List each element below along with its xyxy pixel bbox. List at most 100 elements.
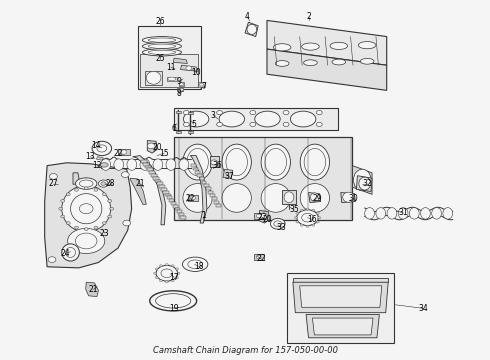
Ellipse shape (398, 208, 408, 219)
Ellipse shape (140, 159, 150, 170)
Polygon shape (73, 173, 80, 184)
Circle shape (297, 210, 318, 226)
Bar (180, 216, 186, 219)
Circle shape (79, 204, 93, 214)
Ellipse shape (143, 49, 181, 56)
Ellipse shape (62, 244, 79, 261)
Bar (118, 149, 130, 156)
Circle shape (102, 193, 106, 196)
Ellipse shape (168, 77, 175, 81)
Text: 11: 11 (166, 63, 175, 72)
Circle shape (318, 217, 321, 219)
Circle shape (101, 182, 106, 185)
Circle shape (147, 143, 155, 149)
Ellipse shape (183, 111, 209, 127)
Bar (155, 180, 161, 183)
Circle shape (102, 222, 106, 225)
Ellipse shape (188, 260, 202, 269)
Polygon shape (293, 278, 388, 282)
Text: 35: 35 (289, 205, 299, 214)
Circle shape (177, 272, 180, 274)
Circle shape (316, 212, 319, 215)
Text: 22: 22 (258, 213, 268, 222)
Text: 31: 31 (398, 208, 408, 217)
Bar (188, 112, 193, 114)
Ellipse shape (147, 71, 161, 84)
Ellipse shape (265, 148, 287, 176)
Bar (175, 111, 180, 113)
Text: 28: 28 (106, 179, 115, 188)
Circle shape (59, 207, 63, 210)
Bar (176, 210, 182, 213)
Ellipse shape (182, 257, 208, 271)
Circle shape (217, 122, 222, 127)
Circle shape (296, 212, 299, 215)
Polygon shape (180, 65, 198, 71)
Ellipse shape (101, 159, 111, 170)
Ellipse shape (353, 169, 371, 191)
Circle shape (179, 88, 183, 91)
Circle shape (61, 215, 65, 218)
Text: 26: 26 (156, 17, 165, 26)
Circle shape (66, 193, 70, 196)
Text: 4: 4 (245, 12, 250, 21)
Ellipse shape (179, 159, 189, 170)
Ellipse shape (300, 184, 330, 212)
Circle shape (250, 122, 256, 127)
Circle shape (217, 111, 222, 115)
Bar (177, 88, 183, 91)
Circle shape (94, 226, 98, 229)
Circle shape (250, 111, 256, 115)
Circle shape (123, 220, 131, 226)
Ellipse shape (300, 144, 330, 180)
Ellipse shape (226, 148, 247, 176)
Bar (161, 188, 167, 191)
Bar (216, 204, 221, 207)
Ellipse shape (365, 208, 374, 219)
Circle shape (66, 222, 70, 225)
Ellipse shape (79, 180, 93, 187)
Bar (159, 185, 165, 188)
Circle shape (306, 225, 309, 227)
Bar (210, 156, 219, 167)
Ellipse shape (106, 183, 112, 186)
Circle shape (317, 122, 322, 127)
Ellipse shape (376, 208, 386, 219)
Ellipse shape (261, 144, 291, 180)
Text: 20: 20 (262, 215, 272, 224)
Circle shape (74, 226, 78, 229)
Text: 12: 12 (93, 161, 102, 170)
Circle shape (74, 188, 78, 191)
Ellipse shape (311, 193, 319, 202)
Polygon shape (190, 156, 207, 223)
Circle shape (122, 172, 129, 177)
Ellipse shape (432, 208, 441, 219)
Bar (145, 166, 151, 168)
Text: 5: 5 (191, 120, 196, 129)
Ellipse shape (304, 148, 326, 176)
Circle shape (316, 221, 319, 223)
Circle shape (256, 214, 261, 218)
Circle shape (175, 268, 178, 270)
Circle shape (155, 268, 158, 270)
Text: 24: 24 (61, 249, 71, 258)
Circle shape (312, 224, 315, 226)
Ellipse shape (75, 233, 97, 249)
Ellipse shape (255, 111, 280, 127)
Bar (145, 71, 162, 85)
Bar (197, 174, 202, 177)
Ellipse shape (443, 208, 453, 219)
Polygon shape (300, 286, 382, 307)
Text: 22: 22 (114, 149, 123, 158)
Ellipse shape (359, 177, 370, 190)
Bar (172, 205, 178, 208)
Bar (210, 194, 215, 197)
Bar (178, 213, 184, 216)
Circle shape (155, 276, 158, 279)
Polygon shape (259, 211, 270, 223)
Bar (206, 188, 211, 190)
Ellipse shape (222, 144, 251, 180)
Polygon shape (174, 108, 338, 130)
Polygon shape (267, 21, 387, 65)
Text: 8: 8 (177, 89, 181, 98)
